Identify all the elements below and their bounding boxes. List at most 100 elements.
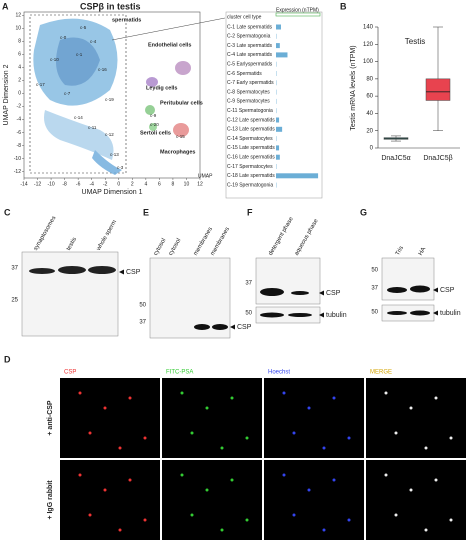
- panel-label: A: [2, 1, 9, 11]
- x-axis-label: UMAP Dimension 1: [82, 189, 143, 196]
- cell-signal: [282, 473, 286, 477]
- callout-line: [111, 17, 226, 41]
- cell-signal: [322, 446, 326, 450]
- expression-label: Expression (nTPM): [276, 7, 319, 13]
- row-label: C-5 Earlyspermatids: [227, 62, 273, 68]
- cluster-label: c-14: [74, 115, 83, 120]
- umap-points: [33, 18, 122, 175]
- cluster-label: c-5: [80, 25, 87, 30]
- y-tick-label: 6: [18, 52, 21, 58]
- cell-signal: [424, 528, 428, 532]
- bands: [194, 324, 228, 330]
- annotation: Leydig cells: [146, 85, 178, 91]
- row-label: C-6 Spermatids: [227, 71, 262, 77]
- cluster-label: c-4: [90, 39, 97, 44]
- x-tick-label: 12: [197, 181, 203, 187]
- panel-label: C: [4, 207, 11, 217]
- y-tick-label: -4: [17, 117, 22, 123]
- cell-signal: [332, 396, 336, 400]
- row-label: + IgG rabbit: [47, 480, 54, 520]
- bar: [276, 145, 280, 151]
- arrowhead: [433, 310, 438, 316]
- cell-signal: [230, 478, 234, 482]
- panel-label: B: [340, 1, 347, 11]
- blot: [21, 251, 119, 337]
- y-tick-label: 60: [366, 94, 373, 100]
- annotation: spermatids: [112, 17, 141, 23]
- cell-signal: [143, 518, 147, 522]
- row-label: C-14 Spermatocytes: [227, 136, 273, 142]
- box: [425, 78, 451, 101]
- bar: [276, 52, 288, 58]
- cell-signal: [434, 396, 438, 400]
- bands: [387, 285, 430, 316]
- x-tick-label: 2: [131, 181, 134, 187]
- cell-signal: [434, 478, 438, 482]
- y-tick-label: 100: [363, 59, 374, 65]
- y-tick-label: 140: [363, 25, 374, 31]
- x-tick-label: 6: [158, 181, 161, 187]
- lane-label: detergent phase: [268, 216, 295, 257]
- bands: [29, 266, 116, 274]
- cluster-label: c-17: [36, 82, 45, 87]
- cell-signal: [143, 436, 147, 440]
- row-label: C-9 Spermatocytes: [227, 99, 270, 105]
- arrowhead: [119, 269, 124, 275]
- row-label: C-8 Spermatocytes: [227, 89, 270, 95]
- arrowhead: [433, 287, 438, 293]
- y-tick-label: 4: [18, 65, 21, 71]
- cell-signal: [88, 431, 92, 435]
- bar: [276, 43, 280, 49]
- mw-marker: 25: [11, 298, 18, 304]
- band-label: CSP: [326, 290, 341, 297]
- cell-signal: [78, 473, 82, 477]
- band-label: CSP: [440, 287, 455, 294]
- cell-signal: [394, 513, 398, 517]
- mw-marker: 37: [139, 320, 146, 326]
- micrograph: [162, 460, 262, 540]
- y-tick-label: 8: [18, 39, 21, 45]
- micrograph: [264, 460, 364, 540]
- lane-label: cytosol: [168, 238, 183, 257]
- mw-marker: 37: [371, 286, 378, 292]
- scale-bar: [275, 12, 321, 17]
- cell-signal: [332, 478, 336, 482]
- y-tick-label: 2: [18, 78, 21, 84]
- y-tick-label: 0: [18, 91, 21, 97]
- band-label: tubulin: [326, 312, 347, 319]
- cell-signal: [347, 436, 351, 440]
- cell-signal: [292, 431, 296, 435]
- y-tick-label: -2: [17, 104, 22, 110]
- plot-frame: [23, 11, 201, 179]
- x-tick-label: -14: [20, 181, 27, 187]
- cell-signal: [449, 518, 453, 522]
- row-label: C-16 Late spermatids: [227, 155, 275, 161]
- cell-clusters: [145, 61, 191, 137]
- cluster-label: c-15: [176, 134, 185, 139]
- lane-label: synaptosomes: [33, 215, 58, 252]
- cell-signal: [292, 513, 296, 517]
- mw-marker: 37: [245, 281, 252, 287]
- row-label: + anti-CSP: [47, 400, 54, 436]
- blot: [381, 257, 435, 301]
- cluster-label: c-3: [117, 165, 124, 170]
- cell-signal: [205, 488, 209, 492]
- cluster-label: c-12: [105, 132, 114, 137]
- bands: [260, 288, 312, 318]
- cell-signal: [205, 406, 209, 410]
- cluster-label: c-7: [64, 91, 71, 96]
- title: CSPβ in testis: [80, 1, 141, 11]
- x-tick-label: 0: [117, 181, 120, 187]
- annotation: Endothelial cells: [148, 42, 191, 48]
- y-tick-label: -10: [14, 156, 21, 162]
- x-tick-label: DnaJC5β: [423, 155, 452, 162]
- row-label: C-19 Spermatogonia: [227, 182, 273, 188]
- cell-signal: [180, 473, 184, 477]
- bar: [276, 173, 319, 179]
- cluster-label: c-20: [150, 122, 159, 127]
- x-tick-label: -8: [62, 181, 67, 187]
- blot: [255, 257, 321, 305]
- x-tick-label: -2: [103, 181, 108, 187]
- micrograph: [366, 460, 466, 540]
